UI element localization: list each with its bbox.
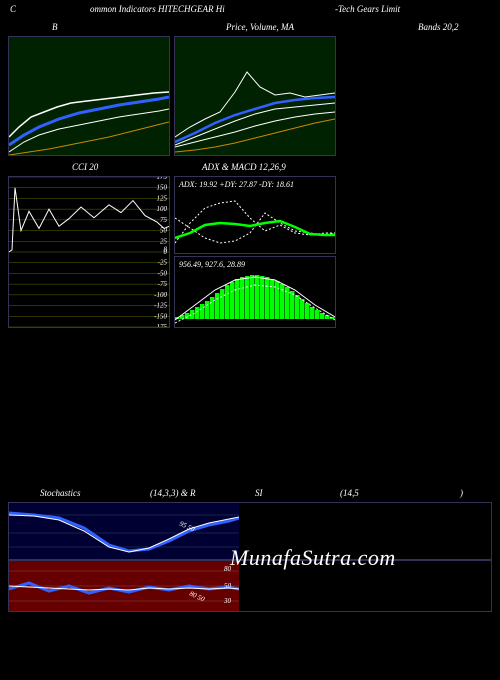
stoch-title-mid: (14,3,3) & R: [150, 488, 196, 498]
header-right: -Tech Gears Limit: [335, 4, 400, 14]
stoch-panel: 95 50: [8, 502, 492, 560]
svg-text:956.49, 927.6, 28.89: 956.49, 927.6, 28.89: [179, 260, 245, 269]
svg-text:-50: -50: [158, 269, 168, 277]
stoch-title-paren: ): [460, 488, 463, 498]
bollinger-title-right: Bands 20,2: [418, 22, 459, 32]
svg-text:8: 8: [164, 246, 168, 254]
rsi-panel: 80 50805030: [8, 560, 492, 612]
svg-text:80: 80: [224, 565, 232, 573]
svg-text:125: 125: [157, 194, 168, 202]
macd-panel: 956.49, 927.6, 28.89: [174, 256, 336, 328]
stoch-title-right: (14,5: [340, 488, 359, 498]
svg-text:-100: -100: [154, 291, 167, 299]
adx-title: ADX & MACD 12,26,9: [202, 162, 286, 172]
page-header: C ommon Indicators HITECHGEAR Hi -Tech G…: [0, 0, 500, 22]
svg-text:-25: -25: [158, 259, 168, 267]
header-left: C: [10, 4, 16, 14]
cci-chart: 1751501251007550250-25-50-75-100-125-150…: [9, 177, 169, 327]
svg-text:175: 175: [157, 177, 168, 181]
rsi-chart: 80 50805030: [9, 561, 239, 611]
svg-text:30: 30: [223, 597, 232, 605]
pricema-chart: [175, 37, 335, 155]
bollinger-panel: [8, 36, 170, 156]
header-mid: ommon Indicators HITECHGEAR Hi: [90, 4, 225, 14]
bollinger-chart: [9, 37, 169, 155]
svg-text:-75: -75: [158, 280, 168, 288]
svg-text:-125: -125: [154, 302, 167, 310]
cci-title: CCI 20: [72, 162, 98, 172]
svg-text:100: 100: [157, 205, 168, 213]
bollinger-title-left: B: [52, 22, 58, 32]
svg-text:150: 150: [157, 184, 168, 192]
macd-chart: 956.49, 927.6, 28.89: [175, 257, 335, 327]
pricema-panel: [174, 36, 336, 156]
svg-text:25: 25: [160, 237, 168, 245]
pricema-title: Price, Volume, MA: [226, 22, 294, 32]
stoch-title-left: Stochastics: [40, 488, 81, 498]
svg-text:-175: -175: [154, 323, 167, 327]
svg-text:50: 50: [224, 582, 232, 590]
cci-panel: 1751501251007550250-25-50-75-100-125-150…: [8, 176, 170, 328]
adx-panel: ADX: 19.92 +DY: 27.87 -DY: 18.61: [174, 176, 336, 254]
adx-chart: ADX: 19.92 +DY: 27.87 -DY: 18.61: [175, 177, 335, 253]
stoch-chart: 95 50: [9, 503, 239, 559]
svg-text:-150: -150: [154, 312, 167, 320]
svg-text:ADX: 19.92 +DY: 27.87 -DY: 18: ADX: 19.92 +DY: 27.87 -DY: 18.61: [178, 180, 294, 189]
svg-text:75: 75: [160, 216, 168, 224]
stoch-title-si: SI: [255, 488, 263, 498]
